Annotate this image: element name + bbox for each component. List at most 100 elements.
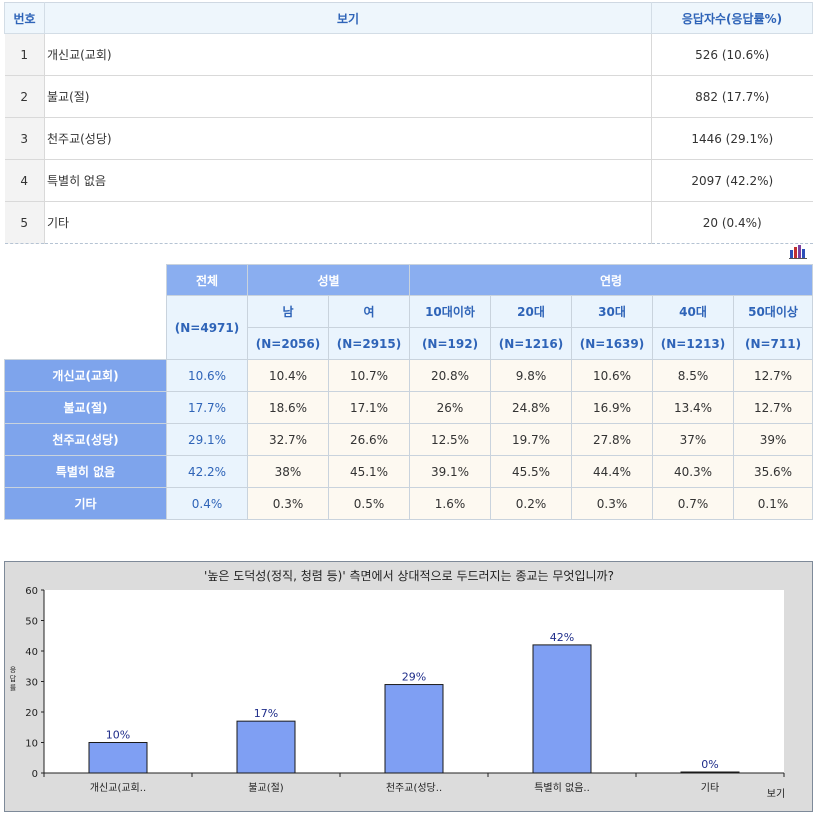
table-row: 3 천주교(성당) 1446 (29.1%) [4,117,813,160]
table-row: 불교(절) 17.7% 18.6% 17.1% 26% 24.8% 16.9% … [4,391,814,424]
row-number: 4 [4,159,45,202]
row-number: 5 [4,201,45,244]
row-label: 불교(절) [44,75,652,118]
row-number: 2 [4,75,45,118]
cell-total: 29.1% [166,423,248,456]
table-row: 2 불교(절) 882 (17.7%) [4,75,813,118]
cell-value: 20.8% [409,359,491,392]
cell-value: 0.5% [328,487,410,520]
chart-title: '높은 도덕성(정직, 청렴 등)' 측면에서 상대적으로 두드러지는 종교는 … [204,569,614,583]
table-row: 특별히 없음 42.2% 38% 45.1% 39.1% 45.5% 44.4%… [4,455,814,488]
gender-header: 성별 [247,264,410,296]
y-axis: 0 10 20 30 40 50 60 [25,586,45,780]
y-axis-label: 응답률 [10,666,17,692]
table-row: 천주교(성당) 29.1% 32.7% 26.6% 12.5% 19.7% 27… [4,423,814,456]
age-header: 연령 [408,264,814,296]
row-label: 기타 [4,487,167,520]
table-row: 4 특별히 없음 2097 (42.2%) [4,159,813,202]
subheader-age-20s: 20대 [490,295,572,328]
cell-value: 35.6% [732,455,814,488]
cell-value: 26% [409,391,491,424]
cell-value: 13.4% [652,391,734,424]
n-age-10s: (N=192) [409,327,491,360]
subheader-age-30s: 30대 [571,295,653,328]
bar [88,742,148,774]
bar-series: 10% 17% 29% 42% 0% [88,631,740,774]
x-axis-label: 보기 [767,788,785,800]
table-row: 1 개신교(교회) 526 (10.6%) [4,33,813,76]
subheader-age-50plus: 50대이상 [732,295,814,328]
bar [384,684,444,774]
n-age-50plus: (N=711) [732,327,814,360]
cell-total: 17.7% [166,391,248,424]
cell-value: 12.7% [732,359,814,392]
crosstab-table: 전체 성별 연령 (N=4971) 남 여 10대이하 20대 30대 40대 … [4,264,814,520]
cell-value: 39.1% [409,455,491,488]
cell-value: 17.1% [328,391,410,424]
table-header-row: 번호 보기 응답자수(응답률%) [4,2,813,34]
y-axis-label-char: 답 [10,674,17,683]
bar [532,644,592,774]
bar-chart-icon[interactable] [789,245,807,259]
header-response: 응답자수(응답률%) [651,2,813,34]
cell-value: 16.9% [571,391,653,424]
cell-value: 18.6% [247,391,329,424]
cell-value: 45.5% [490,455,572,488]
cell-total: 10.6% [166,359,248,392]
cell-value: 0.3% [571,487,653,520]
row-response: 882 (17.7%) [651,75,813,118]
row-label: 개신교(교회) [44,33,652,76]
corner-cell [4,264,167,360]
chart-canvas: '높은 도덕성(정직, 청렴 등)' 측면에서 상대적으로 두드러지는 종교는 … [10,569,785,800]
row-label: 개신교(교회) [4,359,167,392]
x-tick-label: 불교(절) [248,781,284,794]
row-label: 기타 [44,201,652,244]
cell-value: 26.6% [328,423,410,456]
n-female: (N=2915) [328,327,410,360]
row-number: 1 [4,33,45,76]
cell-value: 40.3% [652,455,734,488]
bar [680,771,740,774]
cell-total: 42.2% [166,455,248,488]
cell-value: 37% [652,423,734,456]
cell-value: 10.6% [571,359,653,392]
cell-value: 0.3% [247,487,329,520]
data-label: 29% [402,671,426,684]
cell-value: 0.1% [732,487,814,520]
row-response: 20 (0.4%) [651,201,813,244]
row-label: 불교(절) [4,391,167,424]
n-age-20s: (N=1216) [490,327,572,360]
cell-value: 44.4% [571,455,653,488]
cell-value: 12.5% [409,423,491,456]
data-label: 42% [550,631,574,644]
cell-value: 24.8% [490,391,572,424]
cell-value: 10.7% [328,359,410,392]
y-tick-label: 20 [25,708,38,719]
response-summary-table: 번호 보기 응답자수(응답률%) 1 개신교(교회) 526 (10.6%) 2… [4,2,813,244]
n-age-30s: (N=1639) [571,327,653,360]
bar [236,720,296,774]
cell-value: 9.8% [490,359,572,392]
subheader-age-40s: 40대 [652,295,734,328]
table-row: 기타 0.4% 0.3% 0.5% 1.6% 0.2% 0.3% 0.7% 0.… [4,487,814,520]
cell-value: 0.2% [490,487,572,520]
data-label: 0% [701,758,718,771]
cell-value: 0.7% [652,487,734,520]
row-label: 천주교(성당) [44,117,652,160]
x-tick-label: 천주교(성당.. [386,782,442,794]
table-row: 개신교(교회) 10.6% 10.4% 10.7% 20.8% 9.8% 10.… [4,359,814,392]
data-label: 17% [254,707,278,720]
y-tick-label: 60 [25,586,38,597]
header-no: 번호 [4,2,45,34]
x-axis: 개신교(교회.. 불교(절) 천주교(성당.. 특별히 없음.. 기타 [43,772,785,794]
row-number: 3 [4,117,45,160]
cell-value: 39% [732,423,814,456]
y-axis-label-char: 률 [10,684,17,692]
n-age-40s: (N=1213) [652,327,734,360]
row-label: 특별히 없음 [44,159,652,202]
y-axis-label-char: 응 [10,666,17,674]
row-label: 천주교(성당) [4,423,167,456]
cell-value: 38% [247,455,329,488]
row-response: 526 (10.6%) [651,33,813,76]
subheader-age-10s: 10대이하 [409,295,491,328]
